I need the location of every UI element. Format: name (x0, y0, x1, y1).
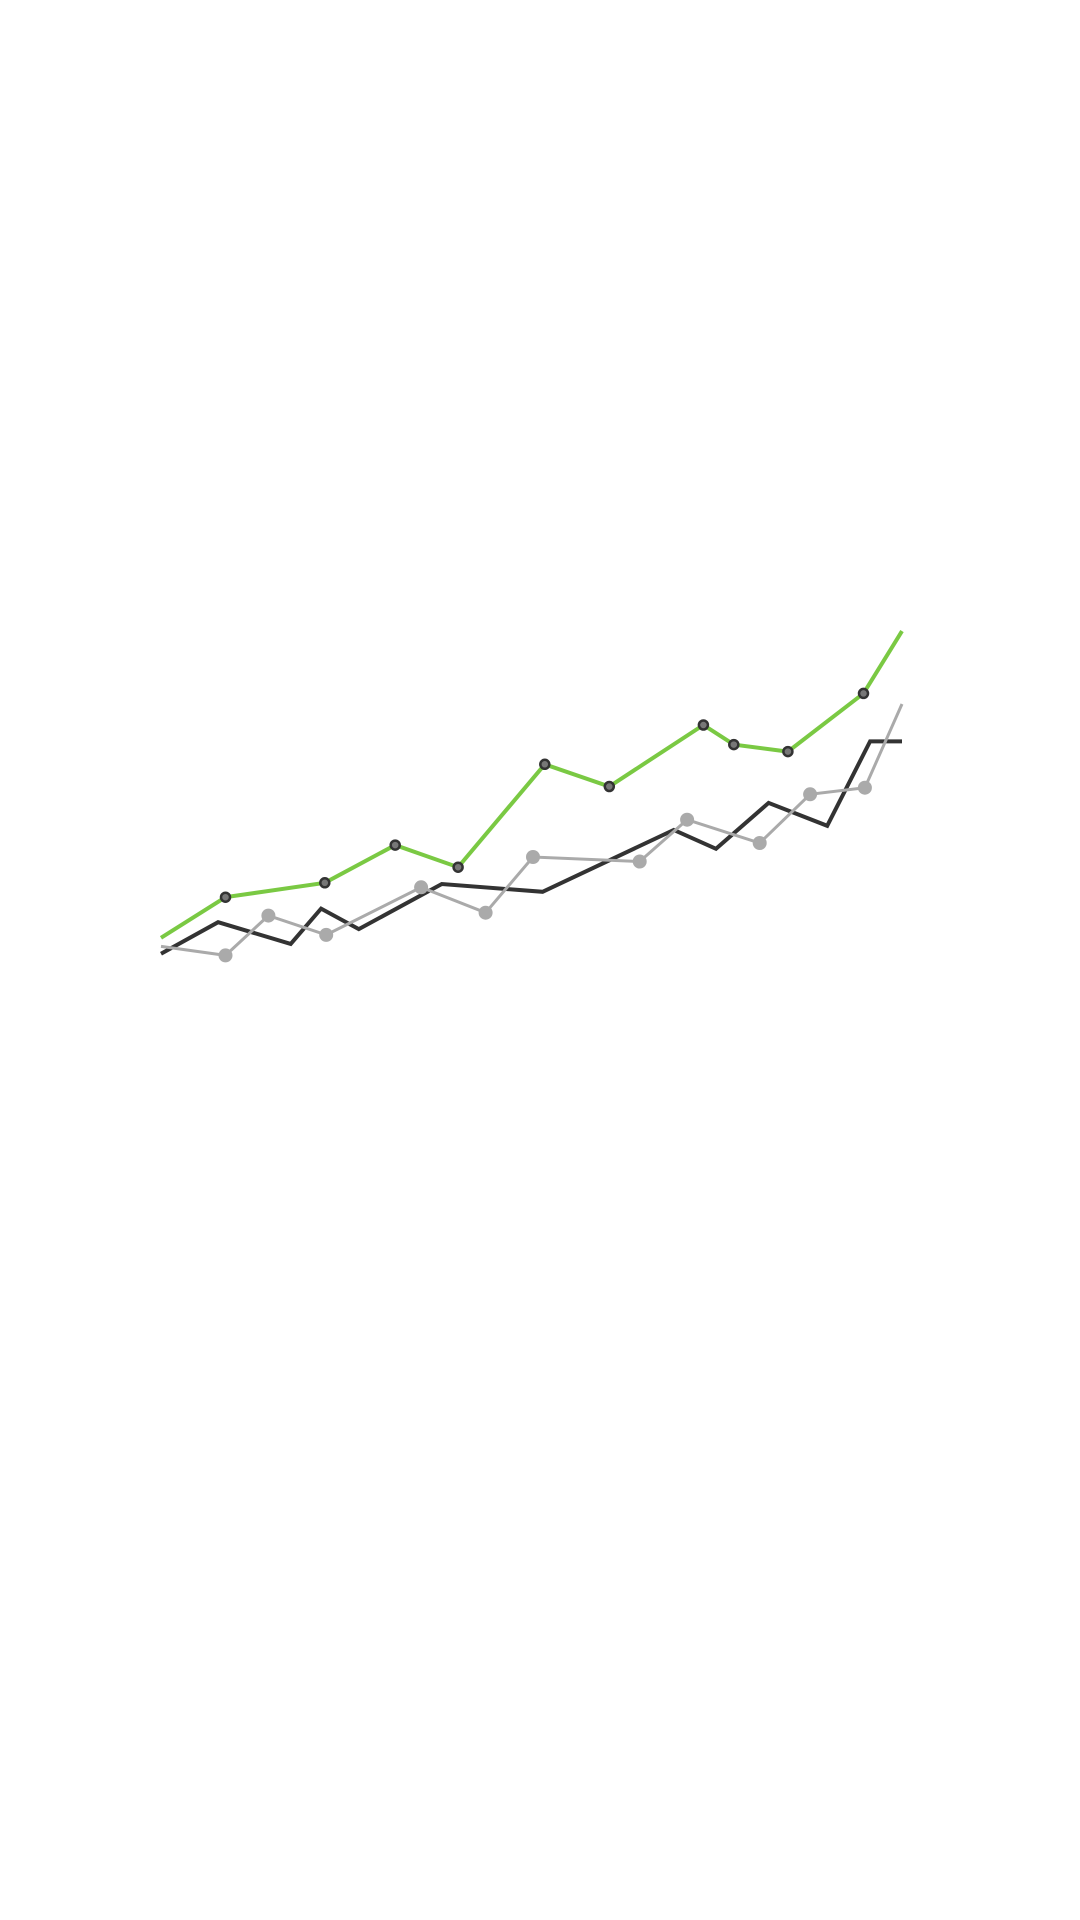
grey-series-point (680, 812, 695, 827)
grey-series-point (526, 850, 540, 864)
grey-series-point (803, 787, 818, 802)
green-series-point (452, 861, 464, 873)
green-series-point (389, 839, 401, 851)
grey-series-point (632, 854, 647, 869)
dark-series-line (160, 739, 902, 956)
grey-series-point (752, 836, 767, 850)
green-series-point (697, 719, 710, 731)
green-series-point (728, 738, 740, 751)
grey-series-point (478, 905, 493, 920)
grey-series-point (218, 948, 233, 963)
grey-series-point (857, 780, 872, 795)
grey-series-point (319, 927, 334, 942)
grey-series-point (261, 908, 276, 923)
plot-area (159, 630, 904, 963)
green-series-point (539, 758, 551, 771)
green-series-point (219, 891, 232, 903)
grey-series-point (414, 880, 429, 895)
green-series-point (603, 780, 616, 793)
green-series-line (159, 630, 904, 940)
green-series-point (319, 877, 331, 889)
green-series-point (782, 745, 794, 758)
green-series-point (857, 687, 870, 700)
